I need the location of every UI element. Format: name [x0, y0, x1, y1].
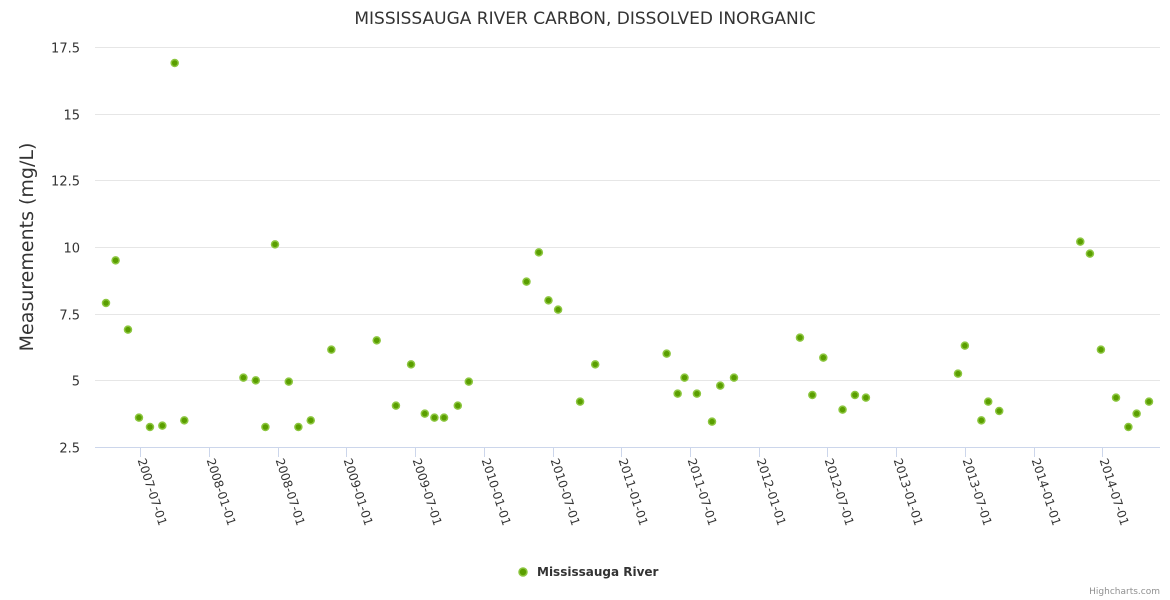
data-point[interactable]: [534, 248, 544, 257]
data-point[interactable]: [680, 373, 689, 382]
x-tick-label: 2012-07-01: [822, 457, 857, 528]
data-point[interactable]: [692, 389, 702, 398]
data-point[interactable]: [251, 376, 261, 385]
x-tick-label: 2010-07-01: [548, 457, 583, 528]
data-point[interactable]: [391, 401, 401, 410]
y-axis-ticks: 2.5 5 7.5 10 12.5 15 17.5: [51, 42, 80, 457]
data-point[interactable]: [453, 401, 463, 410]
y-tick-label: 15: [63, 109, 80, 124]
data-point[interactable]: [1111, 393, 1121, 402]
data-point[interactable]: [716, 381, 725, 390]
y-tick-label: 10: [63, 242, 80, 257]
data-point[interactable]: [808, 390, 817, 400]
data-point[interactable]: [1076, 237, 1085, 246]
data-point[interactable]: [306, 416, 315, 425]
data-point[interactable]: [861, 393, 871, 402]
x-tick-label: 2011-07-01: [685, 457, 720, 528]
data-point[interactable]: [111, 256, 120, 265]
y-tick-label: 17.5: [51, 42, 80, 57]
x-tick-label: 2014-01-01: [1029, 457, 1064, 528]
x-axis-ticks: 2007-07-01 2008-01-01 2008-07-01 2009-01-01…: [135, 447, 1132, 527]
x-tick-label: 2014-07-01: [1097, 457, 1132, 528]
data-point[interactable]: [101, 298, 111, 308]
data-point[interactable]: [838, 405, 847, 414]
data-point[interactable]: [590, 360, 600, 369]
y-axis-label: Measurements (mg/L): [16, 143, 38, 352]
data-point[interactable]: [406, 360, 416, 369]
data-point[interactable]: [983, 397, 993, 406]
data-point[interactable]: [522, 277, 531, 286]
data-point[interactable]: [270, 240, 280, 249]
data-point[interactable]: [170, 58, 179, 68]
x-tick-label: 2007-07-01: [135, 457, 170, 528]
x-tick-label: 2010-01-01: [479, 457, 514, 528]
legend-marker: [518, 567, 528, 577]
data-point[interactable]: [294, 422, 303, 432]
data-point[interactable]: [795, 333, 805, 342]
data-point[interactable]: [1124, 422, 1133, 432]
data-point[interactable]: [180, 416, 189, 425]
data-point[interactable]: [327, 345, 336, 354]
data-point[interactable]: [420, 409, 430, 418]
x-tick-label: 2011-01-01: [616, 457, 651, 528]
series-mississauga-river: [101, 58, 1154, 432]
grid-lines: [95, 47, 1160, 381]
data-point[interactable]: [439, 413, 449, 422]
data-point[interactable]: [464, 377, 474, 386]
data-point[interactable]: [134, 413, 144, 422]
y-tick-label: 2.5: [59, 442, 80, 457]
data-point[interactable]: [662, 349, 671, 358]
data-point[interactable]: [239, 373, 248, 382]
data-point[interactable]: [977, 416, 986, 425]
x-tick-label: 2008-01-01: [204, 457, 239, 528]
data-point[interactable]: [1144, 397, 1154, 406]
data-point[interactable]: [372, 336, 381, 345]
data-point[interactable]: [1132, 409, 1141, 418]
data-point[interactable]: [819, 353, 828, 362]
x-tick-label: 2008-07-01: [273, 457, 308, 528]
y-tick-label: 5: [72, 375, 80, 390]
credits-link[interactable]: Highcharts.com: [1089, 587, 1160, 597]
data-point[interactable]: [729, 373, 739, 382]
legend-label[interactable]: Mississauga River: [537, 565, 659, 579]
chart-title: MISSISSAUGA RIVER CARBON, DISSOLVED INOR…: [354, 9, 815, 29]
legend-item[interactable]: Mississauga River: [518, 565, 659, 579]
x-tick-label: 2009-07-01: [410, 457, 445, 528]
data-point[interactable]: [284, 377, 294, 386]
data-point[interactable]: [1096, 345, 1106, 354]
x-tick-label: 2009-01-01: [341, 457, 376, 528]
data-point[interactable]: [673, 389, 682, 398]
x-tick-label: 2013-01-01: [891, 457, 926, 528]
data-point[interactable]: [953, 369, 963, 378]
data-point[interactable]: [960, 341, 970, 350]
x-tick-label: 2012-01-01: [754, 457, 789, 528]
x-tick-label: 2013-07-01: [960, 457, 995, 528]
data-point[interactable]: [261, 422, 270, 432]
data-point[interactable]: [1085, 249, 1095, 258]
data-point[interactable]: [158, 421, 167, 430]
data-point[interactable]: [123, 325, 133, 334]
data-point[interactable]: [553, 305, 563, 314]
y-tick-label: 7.5: [59, 309, 80, 324]
data-point[interactable]: [544, 296, 553, 305]
data-point[interactable]: [430, 413, 439, 422]
data-point[interactable]: [994, 406, 1004, 416]
data-point[interactable]: [850, 390, 860, 400]
data-point[interactable]: [707, 417, 717, 426]
y-tick-label: 12.5: [51, 175, 80, 190]
data-point[interactable]: [145, 422, 155, 432]
data-point[interactable]: [575, 397, 585, 406]
